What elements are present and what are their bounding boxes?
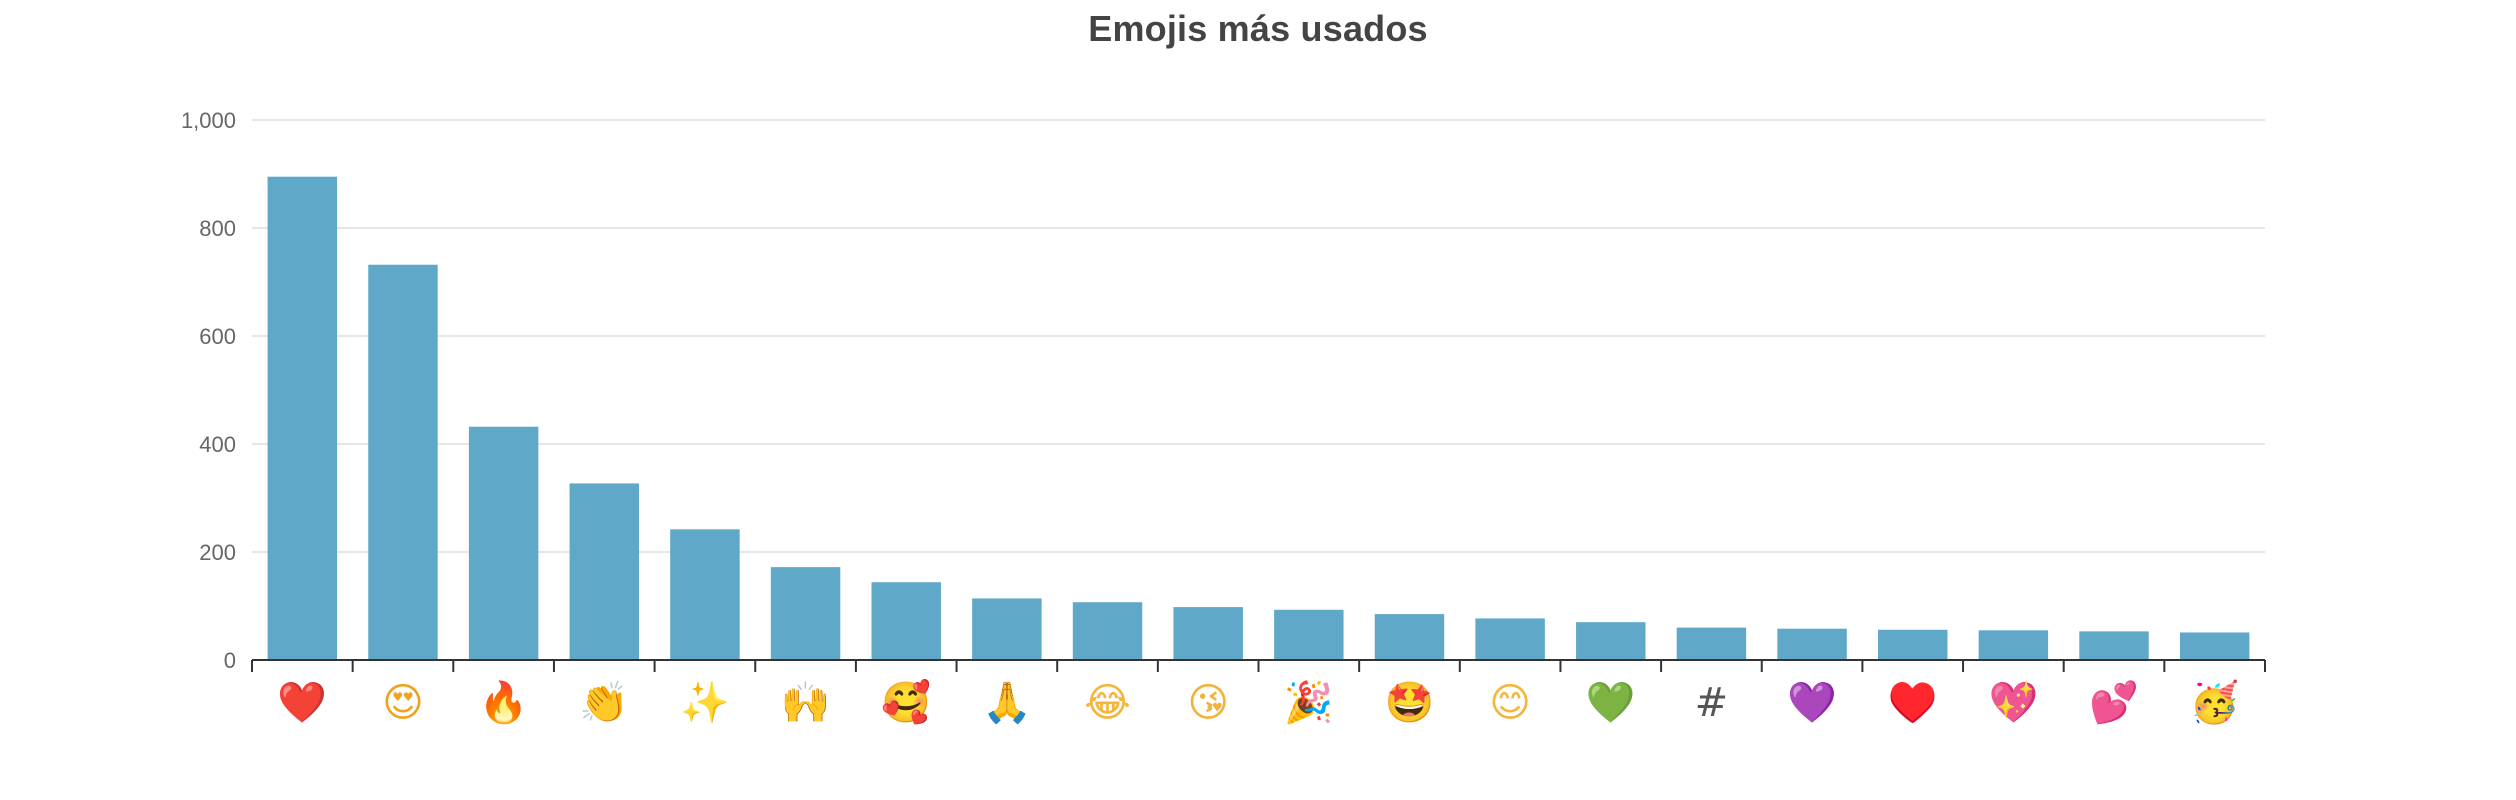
x-tick-label: 😍 — [382, 680, 424, 726]
bar — [1576, 622, 1646, 660]
x-tick-label: 🥳 — [2190, 678, 2240, 726]
bar — [1878, 629, 1948, 660]
bar — [1374, 614, 1445, 660]
bars — [267, 176, 2250, 660]
x-tick-label: 💖 — [1988, 679, 2038, 726]
x-tick-label: 🎉 — [1284, 679, 1334, 726]
bar — [1274, 609, 1344, 660]
x-tick-label: ✨ — [680, 680, 730, 726]
bar — [770, 567, 841, 660]
bar — [468, 426, 539, 660]
bar — [569, 483, 639, 660]
y-tick-label: 600 — [199, 324, 236, 349]
x-tick-label: 💕 — [2089, 679, 2139, 726]
gridlines — [252, 119, 2265, 553]
y-tick-label: 400 — [199, 432, 236, 457]
chart-title: Emojis más usados — [1088, 8, 1428, 49]
bar — [871, 582, 941, 660]
y-tick-label: 0 — [224, 648, 236, 673]
bar — [1777, 628, 1847, 660]
x-tick-label: 😂 — [1084, 680, 1131, 726]
bar — [368, 264, 438, 660]
x-tick-label: ❤️ — [277, 680, 327, 726]
x-tick-label: 🔥 — [479, 679, 529, 726]
x-tick-label: 💚 — [1586, 680, 1636, 726]
x-tick-label: 😊 — [1489, 680, 1531, 726]
bar — [972, 598, 1042, 660]
x-tick-label: # — [1695, 680, 1729, 726]
bar — [2179, 632, 2250, 660]
x-tick-label: 💜 — [1787, 680, 1837, 726]
bar — [1072, 602, 1143, 660]
x-tick-label: 🤩 — [1385, 680, 1435, 726]
x-tick-label: 🥰 — [881, 678, 931, 726]
y-axis-labels: 0 200 400 600 800 1,000 — [181, 108, 236, 673]
x-tick-label: 🙌 — [781, 680, 831, 726]
bar — [1173, 607, 1243, 660]
y-tick-label: 1,000 — [181, 108, 236, 133]
bar — [670, 529, 740, 660]
bar — [1978, 630, 2049, 660]
y-tick-label: 200 — [199, 540, 236, 565]
x-tick-label: ♥️ — [1888, 678, 1938, 726]
x-axis-labels: ❤️ 😍 🔥 👏 ✨ 🙌 🥰 🙏 😂 😘 🎉 🤩 😊 💚 # 💜 ♥️ 💖 💕 🥳 — [277, 678, 2239, 726]
x-axis — [251, 659, 2266, 672]
bar — [1676, 627, 1747, 660]
bar — [2079, 631, 2149, 660]
bar — [1475, 618, 1545, 660]
x-tick-label: 👏 — [579, 679, 629, 726]
y-tick-label: 800 — [199, 216, 236, 241]
bar — [267, 176, 338, 660]
x-tick-label: 🙏 — [982, 680, 1032, 726]
x-tick-label: 😘 — [1187, 680, 1229, 726]
